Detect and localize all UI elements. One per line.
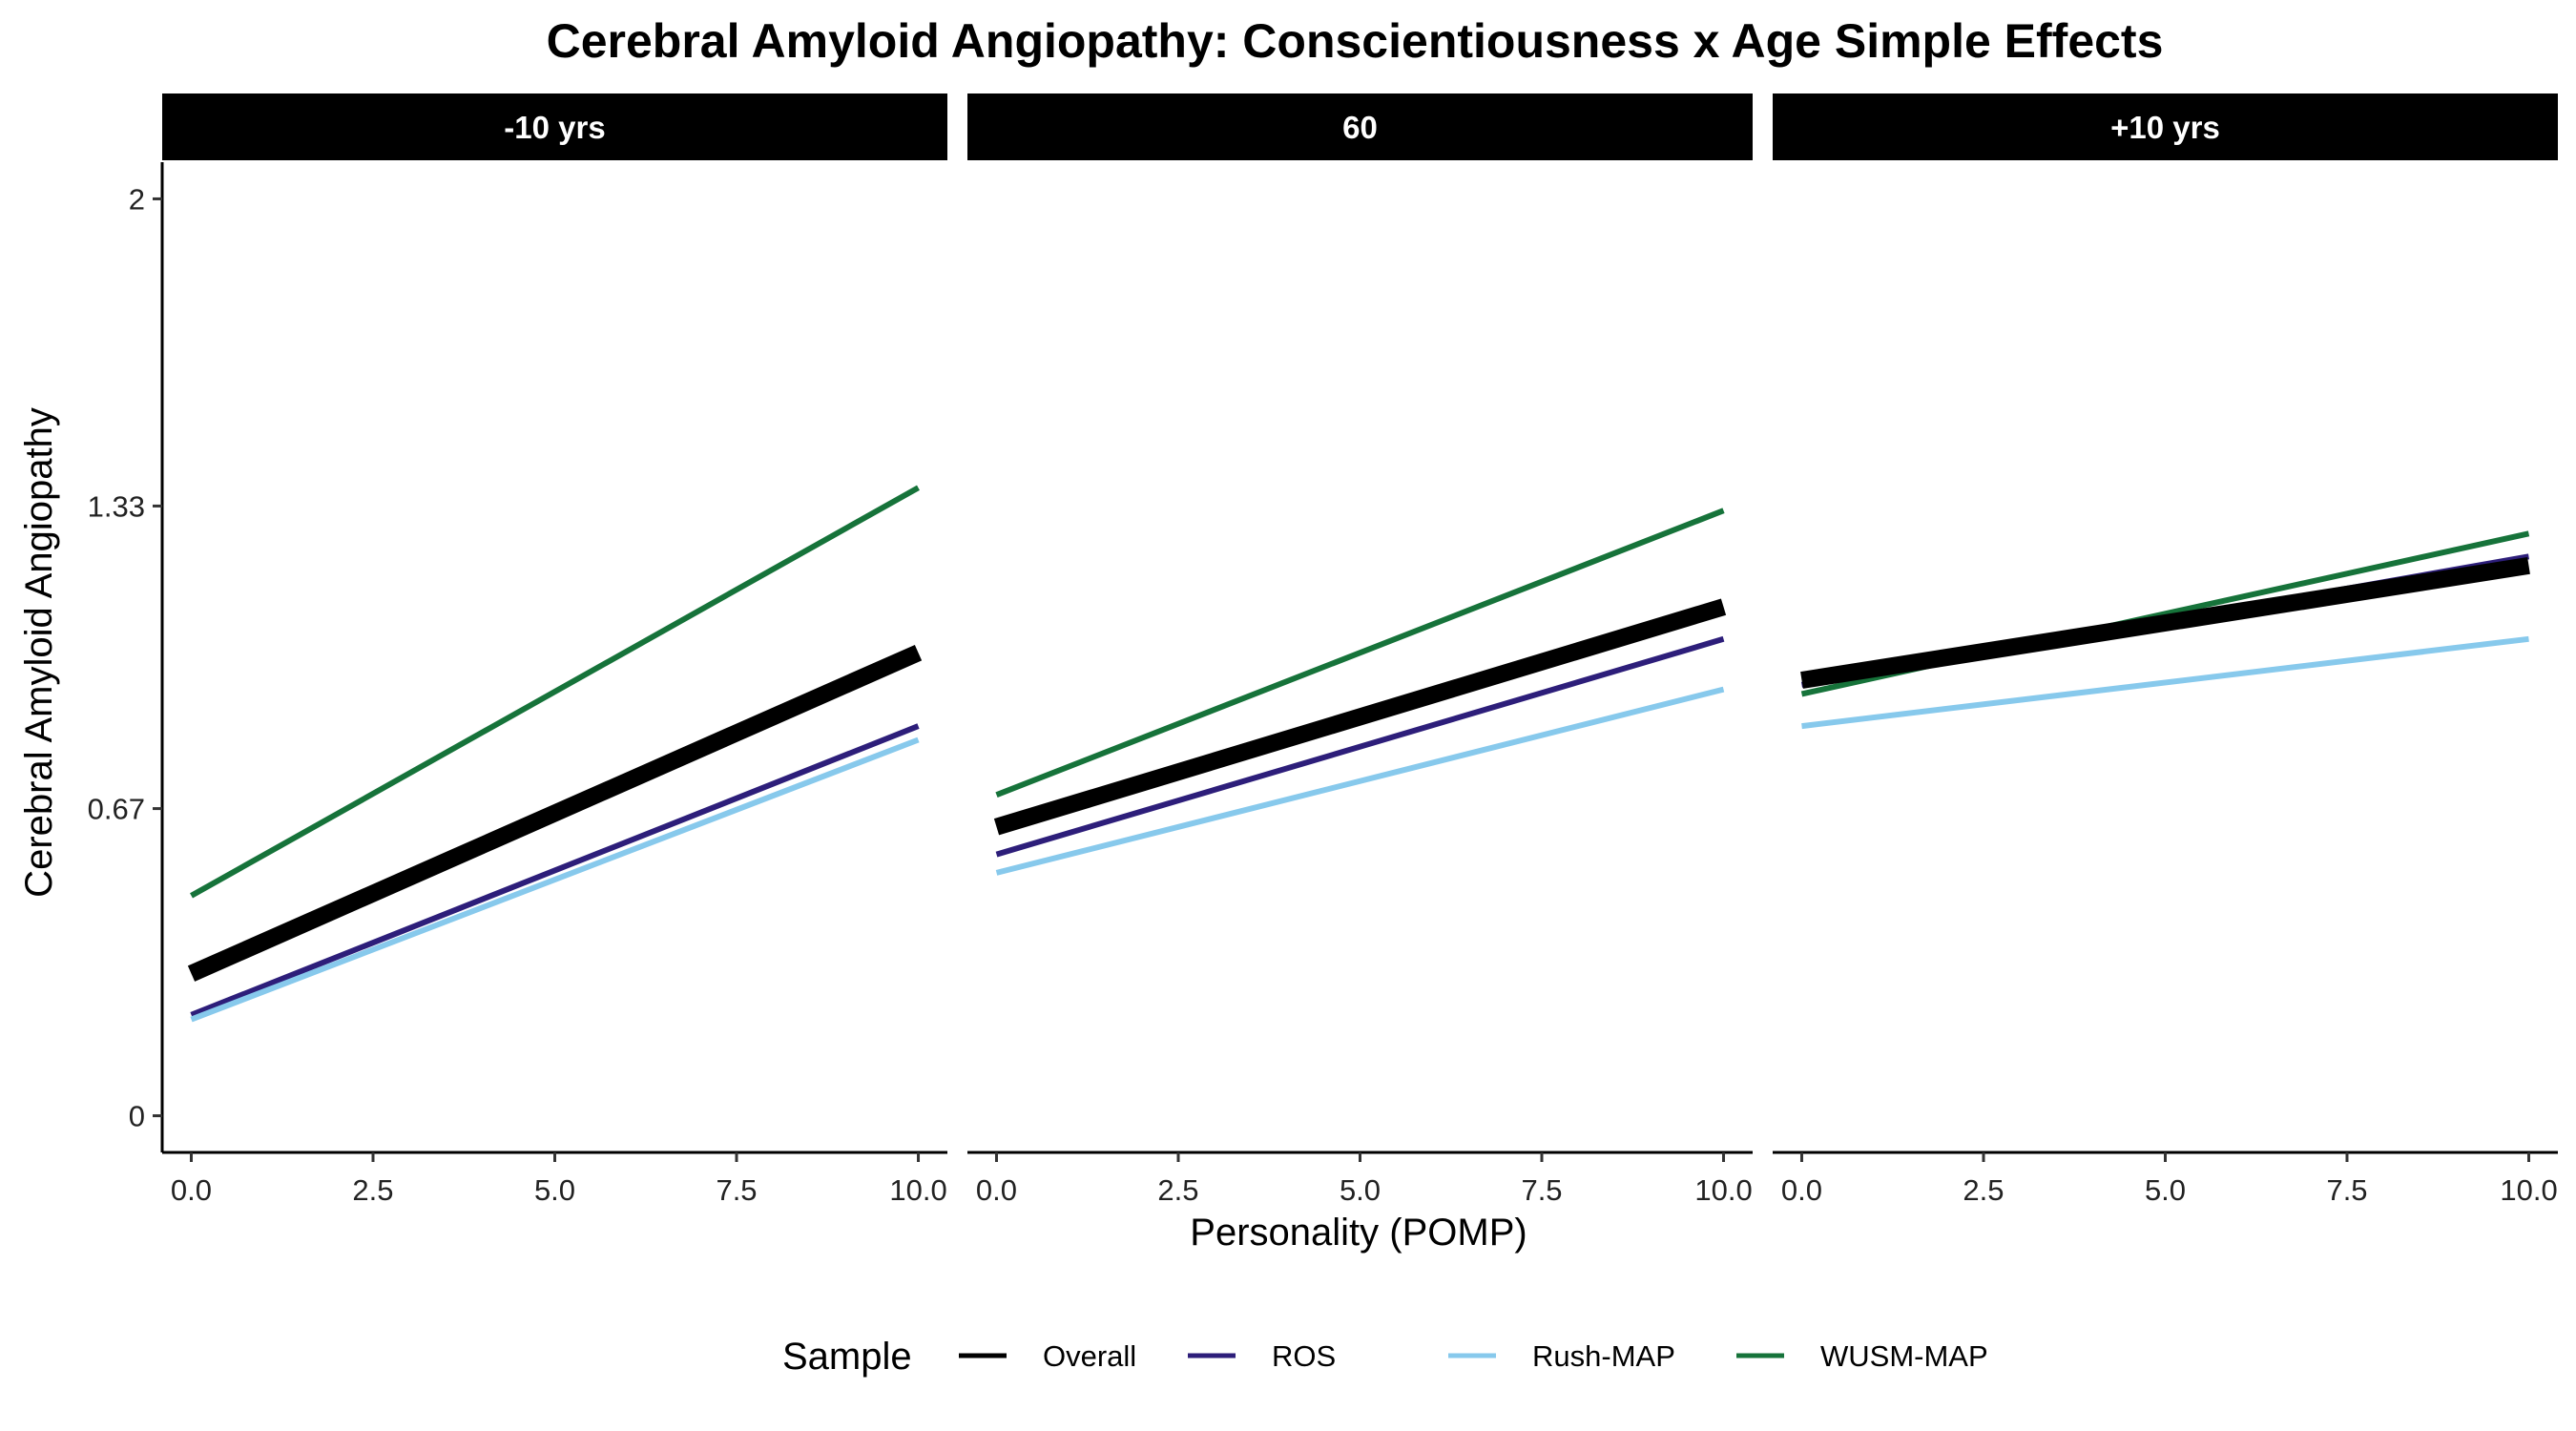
facet-strip (1773, 93, 2558, 160)
series-line-wusm-map (190, 485, 920, 899)
x-tick-label: 10.0 (2500, 1173, 2557, 1207)
x-tick-label: 7.5 (1521, 1173, 1562, 1207)
series-line-overall (1800, 557, 2530, 689)
facet-panel: 60 0.0 2.5 5.0 7.5 10.0 (967, 93, 1753, 1207)
facet-strip-label: -10 yrs (504, 110, 605, 145)
series-line-overall (993, 598, 1727, 836)
facet-panel: -10 yrs 0.0 2.5 5.0 7.5 10.0 0 0.67 1.33 2 (88, 93, 947, 1207)
series-line-ros (995, 635, 1725, 858)
facet-strip (162, 93, 947, 160)
series-line-rush-map (1801, 635, 2529, 730)
x-tick-label: 10.0 (1694, 1173, 1752, 1207)
facet-strip-label: 60 (1342, 110, 1378, 145)
y-tick-label: 2 (129, 182, 145, 216)
x-tick-label: 2.5 (1963, 1173, 2004, 1207)
legend-title: Sample (782, 1336, 912, 1378)
x-tick-label: 0.0 (1781, 1173, 1822, 1207)
series-line-wusm-map (995, 508, 1725, 798)
legend-label-ros: ROS (1272, 1339, 1336, 1373)
chart-title: Cerebral Amyloid Angiopathy: Conscientio… (547, 14, 2164, 68)
x-tick-label: 5.0 (2145, 1173, 2186, 1207)
facet-strip (967, 93, 1753, 160)
x-tick-label: 7.5 (2326, 1173, 2367, 1207)
x-tick-label: 5.0 (1340, 1173, 1381, 1207)
legend: Sample Overall ROS Rush-MAP WUSM-MAP (782, 1336, 1988, 1378)
x-tick-label: 7.5 (716, 1173, 757, 1207)
series-line-ros (190, 723, 920, 1018)
series-line-rush-map (190, 736, 920, 1023)
x-tick-label: 0.0 (171, 1173, 212, 1207)
x-tick-label: 2.5 (1157, 1173, 1198, 1207)
x-tick-label: 0.0 (976, 1173, 1017, 1207)
facet-strip-label: +10 yrs (2110, 110, 2220, 145)
panels: -10 yrs 0.0 2.5 5.0 7.5 10.0 0 0.67 1.33 2 60 0.0 2.… (88, 93, 2558, 1207)
x-tick-label: 2.5 (352, 1173, 393, 1207)
x-tick-label: 5.0 (534, 1173, 575, 1207)
legend-label-rush-map: Rush-MAP (1532, 1339, 1675, 1373)
facet-panel: +10 yrs 0.0 2.5 5.0 7.5 10.0 (1773, 93, 2558, 1207)
legend-label-overall: Overall (1043, 1339, 1136, 1373)
x-tick-label: 10.0 (889, 1173, 946, 1207)
legend-label-wusm-map: WUSM-MAP (1820, 1339, 1988, 1373)
x-axis-title: Personality (POMP) (1190, 1212, 1527, 1254)
series-line-overall (187, 644, 923, 982)
y-tick-label: 1.33 (88, 489, 145, 523)
y-tick-label: 0.67 (88, 793, 145, 826)
y-tick-label: 0 (129, 1100, 145, 1133)
y-axis-title: Cerebral Amyloid Angiopathy (18, 407, 60, 898)
series-line-rush-map (995, 686, 1725, 876)
